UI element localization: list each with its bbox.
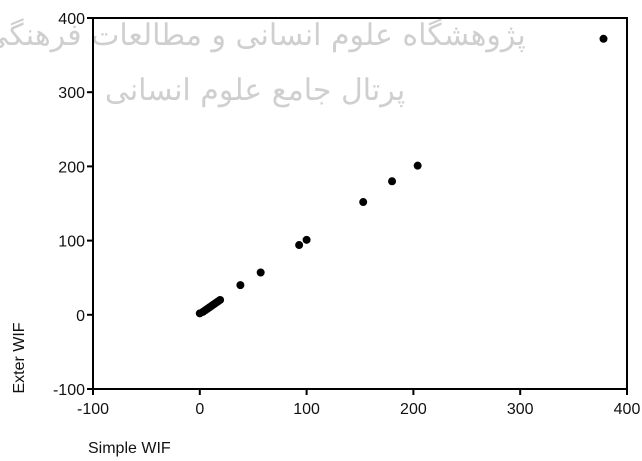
x-tick-label: 0 [195,401,204,418]
watermark-line-2: پرتال جامع علوم انسانی [105,73,405,108]
watermark-line-1: پژوهشگاه علوم انسانی و مطالعات فرهنگی [0,18,526,53]
data-point [302,235,311,244]
data-point [295,241,304,250]
y-axis-title: Exter WIF [11,322,28,393]
data-point [388,177,397,186]
x-tick-label: 100 [293,401,320,418]
data-point [599,34,608,43]
data-point [236,281,245,290]
data-point [256,268,265,277]
plot-frame [92,17,628,390]
data-point [359,198,368,207]
y-tick-label: 300 [58,85,85,102]
x-tick-label: 300 [507,401,534,418]
y-tick-label: 400 [58,11,85,28]
y-tick-label: -100 [53,382,85,399]
x-axis-title: Simple WIF [88,440,171,457]
x-tick-label: 400 [614,401,641,418]
y-tick-label: 200 [58,159,85,176]
x-axis: -100 0 100 200 300 400 [77,389,640,418]
y-tick-label: 0 [76,308,85,325]
x-tick-label: 200 [400,401,427,418]
y-tick-label: 100 [58,234,85,251]
data-point [216,295,225,304]
data-point [413,161,422,170]
x-tick-label: -100 [77,401,109,418]
data-points [195,34,608,318]
watermark: پژوهشگاه علوم انسانی و مطالعات فرهنگی پر… [0,18,526,108]
y-axis: -100 0 100 200 300 400 [53,11,93,399]
